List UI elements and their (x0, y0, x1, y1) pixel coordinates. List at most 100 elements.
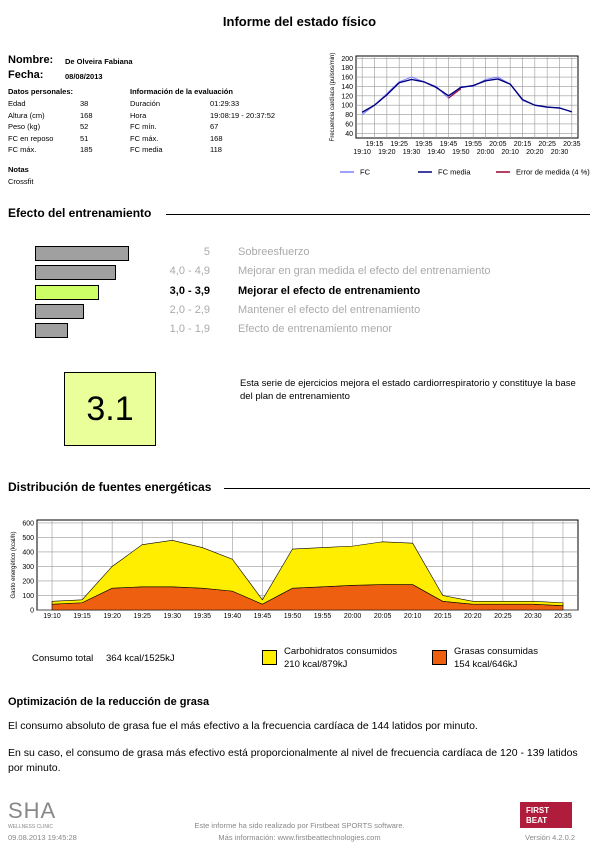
date: 08/08/2013 (65, 72, 103, 81)
badge (520, 802, 572, 828)
rule (224, 488, 590, 489)
x-tick-label: 20:00 (477, 149, 495, 156)
date-label: Fecha: (8, 69, 44, 81)
plot-area (355, 55, 579, 139)
level-bar (35, 265, 116, 280)
x-tick-label: 19:50 (284, 613, 302, 620)
row-value: 19:08:19 - 20:37:52 (210, 110, 276, 120)
legend-label: FC media (438, 168, 471, 177)
y-tick-label: 0 (30, 608, 34, 615)
level-label: Sobreesfuerzo (238, 246, 310, 258)
notes-title: Notas (8, 165, 29, 174)
x-tick-label: 19:10 (353, 149, 371, 156)
x-tick-label: 20:10 (501, 149, 519, 156)
name-label: Nombre: (8, 54, 54, 66)
x-tick-label: 20:35 (563, 141, 581, 148)
row-label: FC media (130, 145, 163, 154)
level-label: Mejorar en gran medida el efecto del ent… (238, 265, 491, 277)
x-tick-label: 20:10 (404, 613, 422, 620)
x-tick-label: 20:25 (494, 613, 512, 620)
level-bar (35, 304, 84, 319)
section-title: Distribución de fuentes energéticas (8, 480, 212, 494)
x-tick-label: 20:30 (551, 149, 569, 156)
x-tick-label: 19:20 (103, 613, 121, 620)
energy-chart: 0 100 200 300 400 500 600 19:10 19:15 19:20 19:25 1… (11, 519, 579, 620)
level-label: Mantener el efecto del entrenamiento (238, 304, 421, 316)
row-value: 51 (80, 133, 89, 143)
level-range: 4,0 - 4,9 (169, 265, 210, 277)
y-tick-label: 200 (341, 56, 353, 63)
y-tick-label: 100 (22, 593, 34, 600)
logo-sub: WELLNESS CLINIC (8, 824, 54, 830)
x-tick-label: 19:20 (378, 149, 396, 156)
score: 3.1 (64, 372, 156, 446)
row-label: FC mín. (130, 122, 157, 131)
level-bar (35, 246, 129, 261)
y-tick-label: 100 (341, 103, 353, 110)
row-label: Altura (cm) (8, 110, 45, 120)
line-series (448, 88, 462, 99)
x-tick-label: 19:30 (163, 613, 181, 620)
x-tick-label: 20:15 (514, 141, 532, 148)
x-tick-label: 19:55 (314, 613, 332, 620)
row-label: FC máx. (8, 145, 37, 154)
y-tick-label: 80 (345, 112, 353, 119)
y-tick-label: 180 (341, 65, 353, 72)
x-tick-label: 20:05 (489, 141, 507, 148)
row-label: FC en reposo (8, 133, 54, 143)
x-tick-label: 19:25 (133, 613, 151, 620)
x-tick-label: 19:55 (464, 141, 482, 148)
timestamp: 09.08.2013 19:45:28 (8, 833, 77, 842)
y-tick-label: 200 (22, 578, 34, 585)
area-series (51, 540, 564, 606)
legend-swatch (262, 650, 277, 665)
legend-detail: 210 kcal/879kJ (284, 659, 348, 670)
name: De Olveira Fabiana (65, 57, 133, 66)
x-tick-label: 20:05 (374, 613, 392, 620)
total: 364 kcal/1525kJ (106, 653, 175, 664)
y-tick-label: 600 (22, 520, 34, 527)
y-tick-label: 40 (345, 131, 353, 138)
badge-top: FIRST (526, 806, 550, 815)
legend-label: Carbohidratos consumidos (284, 646, 398, 657)
level-range: 2,0 - 2,9 (169, 304, 210, 316)
y-tick-label: 300 (22, 564, 34, 571)
fat-title: Optimización de la reducción de grasa (8, 696, 210, 708)
total-label: Consumo total (32, 653, 94, 664)
legend-label: Grasas consumidas (454, 646, 538, 657)
x-tick-label: 19:35 (194, 613, 212, 620)
y-tick-label: 160 (341, 75, 353, 82)
x-tick-label: 19:10 (43, 613, 61, 620)
row-value: 38 (80, 99, 89, 108)
x-tick-label: 19:40 (224, 613, 242, 620)
evaluation-title: Información de la evaluación (130, 87, 233, 96)
x-tick-label: 20:20 (526, 149, 544, 156)
level-label: Efecto de entrenamiento menor (238, 323, 393, 335)
row-value: 01:29:33 (210, 99, 240, 108)
x-tick-label: 20:25 (538, 141, 556, 148)
legend-detail: 154 kcal/646kJ (454, 659, 518, 670)
x-tick-label: 20:20 (464, 613, 482, 620)
x-tick-label: 19:15 (366, 141, 384, 148)
level-bar (35, 285, 99, 300)
logo: SHA (8, 798, 57, 823)
row-value: 67 (210, 122, 219, 131)
level-range: 1,0 - 1,9 (169, 323, 210, 335)
row-value: 118 (210, 145, 222, 154)
y-tick-label: 400 (22, 549, 34, 556)
x-tick-label: 20:30 (524, 613, 542, 620)
row-label: Duración (130, 99, 161, 108)
x-tick-label: 19:35 (415, 141, 433, 148)
x-tick-label: 19:40 (427, 149, 445, 156)
section-title: Efecto del entrenamiento (8, 206, 152, 220)
y-axis-label: Gasto energético (kcal/h) (11, 531, 17, 598)
row-value: 168 (210, 133, 223, 143)
y-tick-label: 120 (341, 93, 353, 100)
level-range: 5 (203, 246, 210, 258)
x-tick-label: 19:50 (452, 149, 470, 156)
legend-label: FC (360, 168, 371, 177)
hr-chart: 40608010012014016018020019:1019:1519:201… (330, 53, 590, 177)
paragraph: En su caso, el consumo de grasa más efec… (8, 747, 578, 774)
x-tick-label: 20:15 (434, 613, 452, 620)
